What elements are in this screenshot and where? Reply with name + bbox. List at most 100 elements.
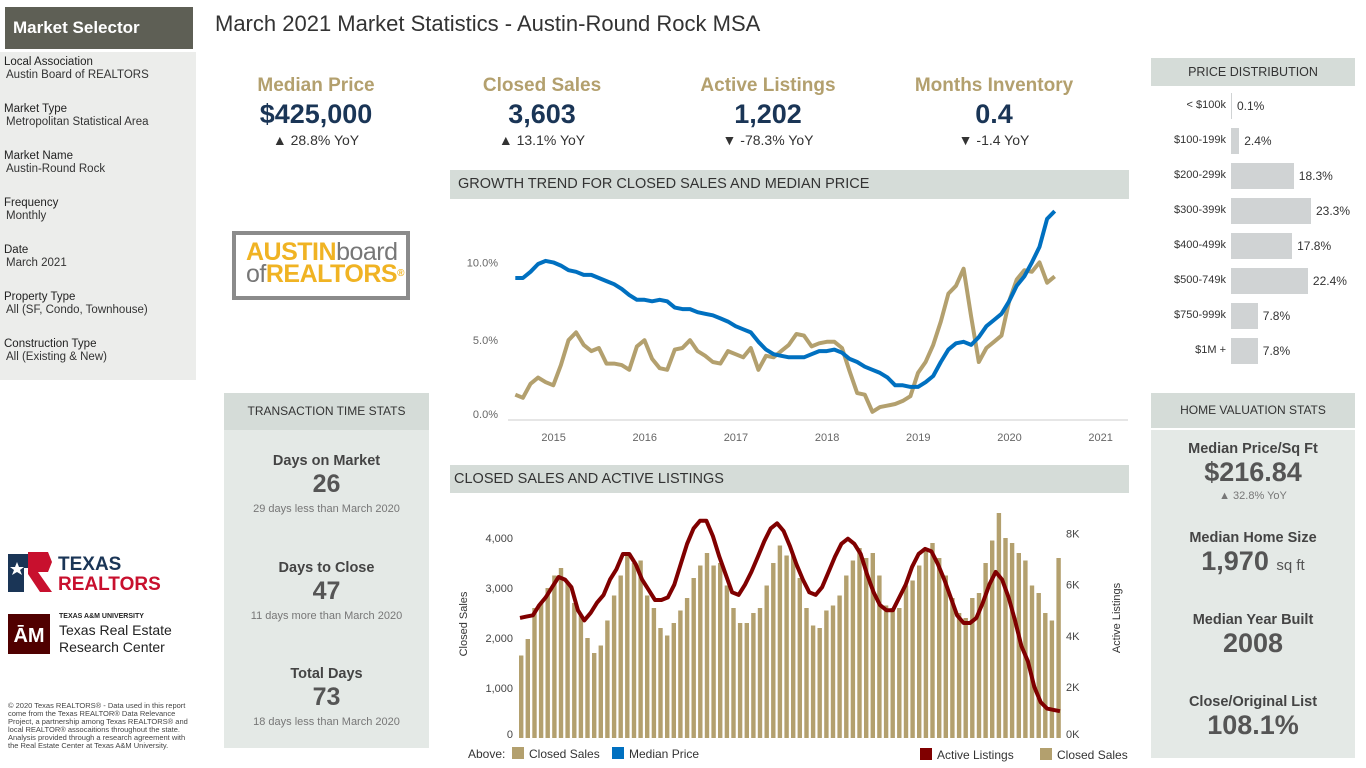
bar-closed-sales [837,595,842,738]
price-bucket-value: 0.1% [1237,99,1265,113]
bar-closed-sales [592,653,597,738]
bar-closed-sales [804,608,809,738]
bar-closed-sales [1023,560,1028,738]
bar-closed-sales [638,560,643,738]
bar-closed-sales [777,545,783,738]
bar-closed-sales [611,595,617,738]
stat-median-home-size: Median Home Size 1,970 sq ft [1151,530,1355,577]
bar-closed-sales [930,543,935,738]
bar-closed-sales [552,575,557,738]
bar-closed-sales [1056,558,1061,738]
series-line-closed-sales [514,260,1056,414]
abor-logo-line2: ofREALTORS® [246,262,406,287]
bar-closed-sales [578,615,584,738]
price-bucket-value: 7.8% [1262,344,1291,358]
bar-closed-sales [903,585,909,738]
bar-closed-sales [923,550,929,738]
bar-closed-sales [791,555,796,738]
series-line-active-listings [519,518,1061,714]
filter-market-name[interactable]: Market Name Austin-Round Rock [4,150,105,175]
filter-label: Local Association [4,56,93,68]
bar-closed-sales [605,620,610,738]
bar-closed-sales [950,598,955,738]
bar-closed-sales [990,540,995,738]
filter-value[interactable]: All (SF, Condo, Townhouse) [6,304,148,316]
page-title: March 2021 Market Statistics - Austin-Ro… [215,11,761,36]
bar-closed-sales [691,578,696,738]
bar-closed-sales [625,555,630,738]
bar-closed-sales [711,565,716,738]
home-valuation-panel: Median Price/Sq Ft $216.84 ▲ 32.8% YoY M… [1151,430,1355,758]
bar-closed-sales [545,588,550,738]
kpi-months-inventory: Months Inventory 0.4 ▼ -1.4 YoY [894,75,1094,148]
stat-note: 29 days less than March 2020 [253,503,400,515]
bar-closed-sales [519,655,524,738]
price-bucket-label: $750-999k [1174,309,1226,321]
price-bucket-label: < $100k [1186,99,1226,111]
price-bucket-value: 7.8% [1262,309,1291,323]
stat-value: 2008 [1222,628,1284,658]
price-distribution-chart: < $100k 0.1% $100-199k 2.4% $200-299k 18.3% $3… [1151,88,1361,378]
bar-closed-sales [1009,543,1015,738]
kpi-title: Active Listings [700,75,836,96]
home-valuation-header: HOME VALUATION STATS [1151,393,1355,428]
filter-construction-type[interactable]: Construction Type All (Existing & New) [4,338,107,363]
bar-closed-sales [532,608,537,738]
filter-value[interactable]: Metropolitan Statistical Area [6,116,149,128]
bar-closed-sales [897,608,902,738]
y-tick-label: 3,000 [485,583,513,595]
bar-closed-sales [665,635,670,738]
y2-tick-label: 0K [1066,729,1080,741]
filter-date[interactable]: Date March 2021 [4,244,67,269]
bar-closed-sales [1029,585,1035,738]
filter-property-type[interactable]: Property Type All (SF, Condo, Townhouse) [4,291,148,316]
filter-local-association[interactable]: Local Association Austin Board of REALTO… [4,56,149,81]
filter-value[interactable]: All (Existing & New) [6,351,107,363]
y-tick-label: 0.0% [473,409,498,421]
kpi-value: 3,603 [508,99,576,129]
x-tick-label: 2021 [1088,432,1112,444]
legend-swatch [512,747,524,759]
bar-closed-sales [970,598,975,738]
price-bucket-bar [1231,93,1232,119]
bar-closed-sales [525,639,530,738]
atm-icon: ĀM [13,625,44,647]
filter-value[interactable]: Austin Board of REALTORS [6,69,149,81]
filter-frequency[interactable]: Frequency Monthly [4,197,58,222]
price-bucket-bar [1231,268,1308,294]
filter-value[interactable]: March 2021 [6,257,67,269]
price-bucket-label: $400-499k [1174,239,1226,251]
bar-closed-sales [585,638,590,738]
tamu-text-line1: Texas Real Estate [59,622,172,638]
bar-closed-sales [751,613,756,738]
y-axis-label: Closed Sales [458,591,470,656]
bar-closed-sales [824,610,829,738]
bar-closed-sales [910,580,915,738]
legend-label: Active Listings [937,748,1014,762]
y-tick-label: 4,000 [485,533,513,545]
price-distribution-header: PRICE DISTRIBUTION [1151,58,1355,86]
bar-closed-sales [757,608,763,738]
stat-note: 18 days less than March 2020 [253,716,400,728]
filter-market-type[interactable]: Market Type Metropolitan Statistical Are… [4,103,149,128]
y2-tick-label: 6K [1066,580,1080,592]
price-bucket-bar [1231,303,1258,329]
filter-value[interactable]: Austin-Round Rock [6,163,106,175]
bar-closed-sales [943,575,948,738]
kpi-value: 0.4 [975,99,1013,129]
bar-closed-sales [817,628,822,738]
price-bucket-label: $200-299k [1174,169,1226,181]
price-bucket-label: $1M + [1195,344,1226,356]
kpi-value: $425,000 [259,99,373,129]
logo-board: board [336,238,398,266]
bar-closed-sales [844,575,849,738]
price-bucket-value: 18.3% [1298,169,1333,183]
x-tick-label: 2020 [997,432,1021,444]
price-bucket-value: 17.8% [1297,239,1332,253]
legend-swatch [1040,748,1052,760]
bar-closed-sales [857,548,862,738]
texas-realtors-logo: TEXAS REALTORS [8,552,161,595]
stat-title: Median Year Built [1192,612,1314,628]
bar-closed-sales [983,563,988,738]
filter-value[interactable]: Monthly [6,210,47,222]
